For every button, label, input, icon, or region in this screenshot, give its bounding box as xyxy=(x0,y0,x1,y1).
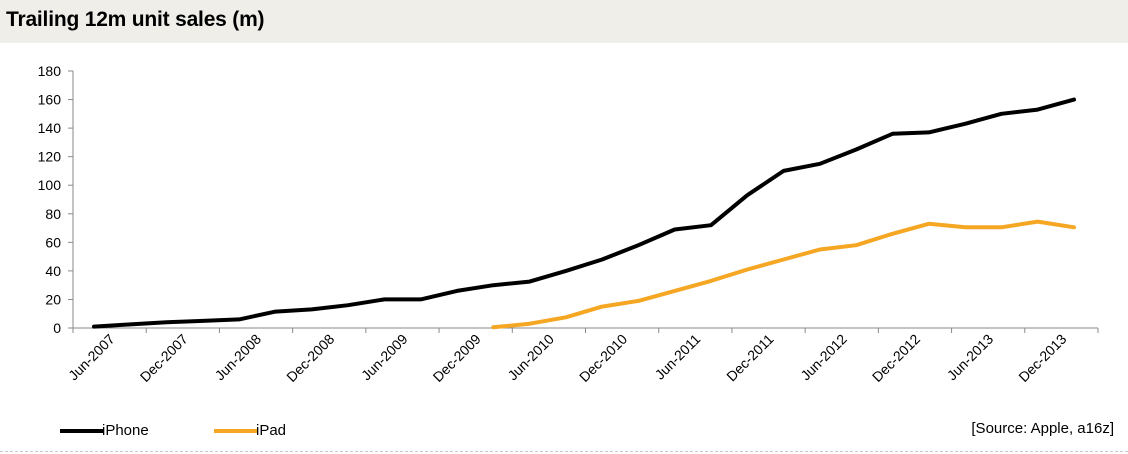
source-note: [Source: Apple, a16z] xyxy=(971,420,1114,437)
y-tick-label: 140 xyxy=(38,120,62,136)
y-tick-label: 120 xyxy=(38,149,62,165)
x-tick-label: Jun-2008 xyxy=(212,331,265,384)
bottom-divider xyxy=(0,451,1128,453)
y-tick-label: 180 xyxy=(38,63,62,79)
x-tick-label: Dec-2007 xyxy=(137,331,191,385)
y-tick-label: 80 xyxy=(45,206,61,222)
x-tick-label: Jun-2011 xyxy=(652,331,704,383)
legend-swatch-iphone xyxy=(60,429,104,433)
y-tick-label: 20 xyxy=(45,291,61,307)
x-tick-label: Dec-2012 xyxy=(869,331,923,385)
title-bar: Trailing 12m unit sales (m) xyxy=(0,0,1128,43)
legend-label-iphone: iPhone xyxy=(102,422,149,439)
legend-swatch-ipad xyxy=(214,429,258,433)
x-tick-label: Dec-2008 xyxy=(283,331,337,385)
y-tick-label: 160 xyxy=(38,92,62,108)
x-tick-label: Jun-2007 xyxy=(65,331,118,384)
x-tick-label: Dec-2013 xyxy=(1015,331,1069,385)
x-tick-label: Jun-2013 xyxy=(944,331,997,384)
y-tick-label: 100 xyxy=(38,177,62,193)
x-tick-label: Jun-2009 xyxy=(358,331,411,384)
chart-title: Trailing 12m unit sales (m) xyxy=(6,8,265,31)
series-line-ipad xyxy=(491,219,1076,330)
y-tick-label: 40 xyxy=(45,263,61,279)
x-tick-label: Jun-2012 xyxy=(797,331,850,384)
x-tick-label: Dec-2011 xyxy=(723,331,777,385)
x-tick-label: Dec-2009 xyxy=(430,331,484,385)
series-line-iphone xyxy=(92,97,1076,329)
y-tick-label: 0 xyxy=(53,320,61,336)
legend-label-ipad: iPad xyxy=(256,422,287,439)
x-tick-label: Jun-2010 xyxy=(504,331,557,384)
y-tick-label: 60 xyxy=(45,234,61,250)
x-tick-label: Dec-2010 xyxy=(576,331,630,385)
